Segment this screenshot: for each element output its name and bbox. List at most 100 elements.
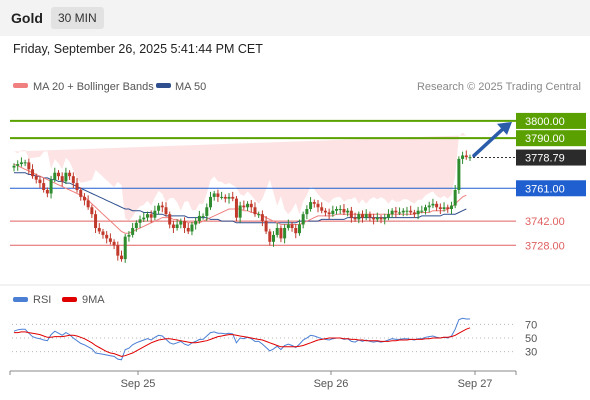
candle-body <box>412 212 416 215</box>
candle <box>390 208 394 218</box>
rsi-tick-label: 30 <box>525 347 537 359</box>
candle-body <box>446 207 450 209</box>
candle-body <box>183 221 187 228</box>
candle <box>357 211 361 224</box>
candle <box>53 167 57 183</box>
candle-body <box>12 165 16 168</box>
candle-body <box>242 205 246 208</box>
candle <box>286 219 290 231</box>
ma9-legend-label: 9MA <box>82 294 105 306</box>
candle-body <box>323 210 327 213</box>
header-bar: Gold 30 MIN <box>0 0 590 36</box>
candle-body <box>427 205 431 208</box>
candle <box>420 205 424 214</box>
candle-body <box>320 207 324 211</box>
candle-body <box>105 234 109 239</box>
candle <box>275 222 279 238</box>
candle <box>116 241 120 261</box>
ma20-legend-swatch <box>13 83 28 88</box>
candle <box>416 206 420 220</box>
candle-body <box>383 217 387 220</box>
candle <box>64 167 68 184</box>
candle-body <box>290 224 294 228</box>
candle-body <box>82 196 86 201</box>
candle-body <box>264 221 268 232</box>
bollinger-band-area <box>14 132 467 221</box>
candle-body <box>353 217 357 220</box>
candle <box>123 234 127 263</box>
candle <box>205 203 209 221</box>
candle <box>175 219 179 231</box>
candle <box>468 154 472 161</box>
candle <box>368 211 372 222</box>
candle-body <box>346 210 350 213</box>
candle-body <box>338 209 342 210</box>
candle-body <box>268 231 272 242</box>
timeframe-button[interactable]: 30 MIN <box>51 7 104 29</box>
candle <box>220 191 224 200</box>
candle <box>38 175 42 189</box>
candle <box>297 219 301 236</box>
candle <box>331 205 335 217</box>
candle <box>316 200 320 213</box>
candle-body <box>375 217 379 220</box>
candle <box>309 197 313 212</box>
candle-body <box>379 217 383 220</box>
candle <box>127 231 131 242</box>
candle-body <box>309 202 313 209</box>
level-tag <box>516 130 586 147</box>
candle <box>405 206 409 216</box>
ma50-line <box>14 172 467 224</box>
candle <box>94 210 98 234</box>
candle-body <box>116 245 120 256</box>
candle-body <box>464 155 468 158</box>
candle <box>197 210 201 224</box>
candle-body <box>223 196 227 199</box>
candle-body <box>424 207 428 211</box>
rsi-legend-swatch <box>13 297 28 302</box>
candle <box>153 205 157 221</box>
candle-body <box>79 190 83 197</box>
candle-body <box>246 203 250 208</box>
candle-body <box>416 210 420 215</box>
candle-body <box>194 221 198 225</box>
candle <box>346 208 350 217</box>
candle <box>157 202 161 215</box>
candle-body <box>19 162 23 165</box>
target-arrow-head <box>497 121 512 135</box>
candle <box>31 164 35 179</box>
candle <box>164 202 168 217</box>
candle <box>23 159 27 167</box>
candle <box>131 222 135 238</box>
candle <box>353 212 357 222</box>
candle-body <box>405 210 409 212</box>
candle-body <box>71 176 75 184</box>
candle <box>290 221 294 232</box>
candle <box>461 151 465 164</box>
candle <box>253 202 257 217</box>
candle-body <box>231 196 235 199</box>
candle <box>338 205 342 215</box>
candle-body <box>64 172 68 182</box>
rsi-panel: 70 50 30 <box>12 317 537 361</box>
candle-body <box>160 205 164 208</box>
candle <box>283 224 287 244</box>
candle <box>249 200 253 213</box>
candle-body <box>205 207 209 216</box>
candle <box>312 199 316 208</box>
candle <box>42 178 46 193</box>
candle <box>231 191 235 202</box>
candle-body <box>68 172 72 177</box>
x-axis-label: Sep 27 <box>458 378 493 390</box>
candle <box>453 184 457 209</box>
candle <box>160 201 164 213</box>
candle <box>97 222 101 235</box>
candle-body <box>45 190 49 194</box>
ma9-legend-swatch <box>62 297 77 302</box>
candle <box>464 150 468 160</box>
candle <box>82 193 86 206</box>
candle-body <box>457 158 461 190</box>
rsi-tick-label: 50 <box>525 333 537 345</box>
candle <box>394 206 398 218</box>
level-label: 3790.00 <box>525 133 565 145</box>
